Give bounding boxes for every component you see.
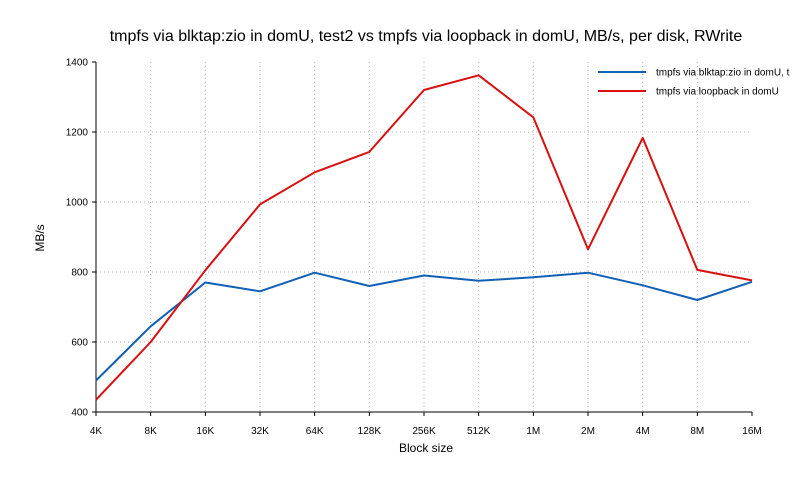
series-line-1 xyxy=(95,271,753,382)
x-tick-label: 16M xyxy=(742,426,761,437)
legend-label-2: tmpfs via loopback in domU xyxy=(656,87,779,98)
x-tick-label: 4M xyxy=(636,426,650,437)
legend-label-1: tmpfs via blktap:zio in domU, t xyxy=(656,68,790,79)
series xyxy=(95,74,753,401)
axes: 400 600 800 1000 1200 1400 4K 8K 16K 32K 64K 128K 25… xyxy=(66,58,762,438)
y-tick-label: 800 xyxy=(71,268,88,279)
x-axis-label: Block size xyxy=(399,441,453,455)
x-tick-label: 4K xyxy=(90,426,103,437)
x-tick-label: 512K xyxy=(467,426,491,437)
x-tick-label: 1M xyxy=(526,426,540,437)
x-tick-label: 8K xyxy=(145,426,158,437)
x-tick-label: 256K xyxy=(412,426,436,437)
x-tick-label: 16K xyxy=(196,426,214,437)
y-tick-label: 400 xyxy=(71,408,88,419)
x-tick-label: 128K xyxy=(358,426,382,437)
y-tick-label: 1200 xyxy=(66,128,89,139)
y-tick-label: 1400 xyxy=(66,58,89,69)
y-tick-label: 600 xyxy=(71,338,88,349)
chart-title: tmpfs via blktap:zio in domU, test2 vs t… xyxy=(110,28,743,45)
legend: tmpfs via blktap:zio in domU, t tmpfs via… xyxy=(598,68,790,98)
y-tick-label: 1000 xyxy=(66,198,89,209)
x-tick-label: 2M xyxy=(581,426,595,437)
grid xyxy=(96,62,752,412)
x-tick-label: 8M xyxy=(690,426,704,437)
y-axis-label: MB/s xyxy=(33,224,47,251)
x-tick-label: 32K xyxy=(251,426,269,437)
x-tick-label: 64K xyxy=(306,426,324,437)
series-line-2 xyxy=(95,74,753,401)
